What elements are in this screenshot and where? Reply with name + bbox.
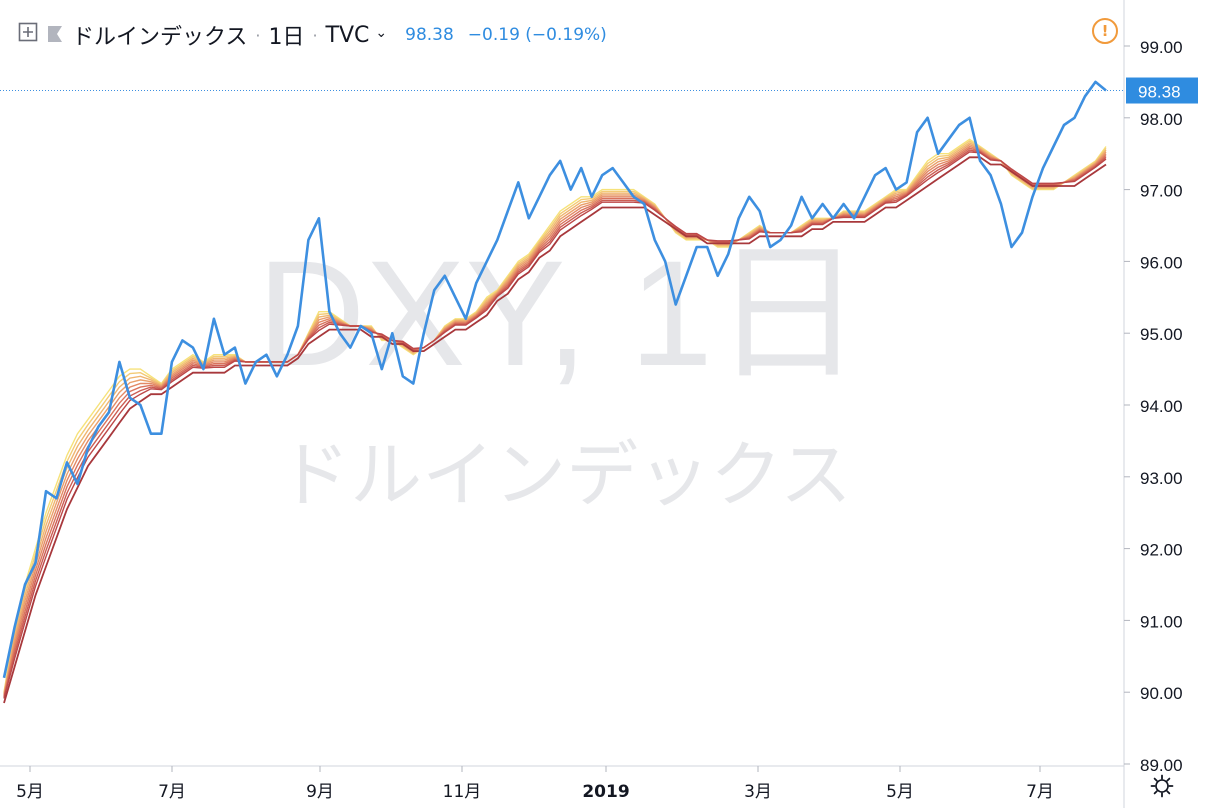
ma-ribbon-line	[3, 138, 1107, 693]
last-price-label: 98.38	[1138, 83, 1181, 102]
ma-ribbon-line	[3, 142, 1107, 695]
y-tick-label: 99.00	[1140, 38, 1183, 57]
gear-icon[interactable]	[1150, 774, 1174, 798]
symbol-name[interactable]: ドルインデックス	[72, 25, 248, 50]
ma-ribbon-line	[3, 151, 1107, 699]
x-tick-label: 7月	[158, 782, 186, 802]
ma-ribbon-line	[3, 145, 1107, 696]
x-tick-label: 2019	[582, 782, 629, 802]
last-price-badge	[1126, 77, 1198, 104]
y-tick-label: 94.00	[1140, 397, 1183, 416]
y-tick-label: 93.00	[1140, 469, 1183, 488]
x-tick-label: 11月	[443, 782, 482, 802]
plus-square-icon[interactable]	[18, 22, 38, 48]
exchange-label[interactable]: TVC	[325, 22, 370, 48]
y-tick-label: 91.00	[1140, 612, 1183, 631]
ma-ribbon-line	[3, 156, 1107, 704]
y-tick-label: 90.00	[1140, 684, 1183, 703]
ma-ribbon-line	[3, 149, 1107, 698]
alert-icon[interactable]: !	[1092, 18, 1118, 44]
watermark-symbol: DXY, 1日	[257, 229, 863, 397]
y-tick-label: 89.00	[1140, 756, 1183, 775]
y-tick-label: 97.00	[1140, 182, 1183, 201]
ma-ribbon-line	[3, 143, 1107, 696]
separator-dot: ·	[255, 25, 261, 45]
x-tick-label: 7月	[1026, 782, 1054, 802]
price-line[interactable]	[2, 80, 1107, 679]
flag-icon[interactable]	[46, 23, 64, 48]
chevron-down-icon[interactable]: ⌄	[375, 25, 388, 41]
y-tick-label: 96.00	[1140, 253, 1183, 272]
watermark-name: ドルインデックス	[278, 433, 852, 517]
interval-label[interactable]: 1日	[268, 25, 305, 50]
y-tick-label: 95.00	[1140, 325, 1183, 344]
ma-ribbon-line	[3, 140, 1107, 694]
ma-ribbon-line	[3, 147, 1107, 697]
y-tick-label: 92.00	[1140, 541, 1183, 560]
y-tick-label: 98.00	[1140, 110, 1183, 129]
separator-dot: ·	[312, 25, 318, 45]
x-tick-label: 5月	[886, 782, 914, 802]
last-price: 98.38	[405, 25, 454, 45]
chart-header: ドルインデックス · 1日 · TVC ⌄ 98.38 −0.19 (−0.19…	[18, 18, 607, 52]
x-tick-label: 3月	[744, 782, 772, 802]
price-change: −0.19 (−0.19%)	[467, 25, 607, 45]
x-tick-label: 9月	[306, 782, 334, 802]
x-tick-label: 5月	[16, 782, 44, 802]
